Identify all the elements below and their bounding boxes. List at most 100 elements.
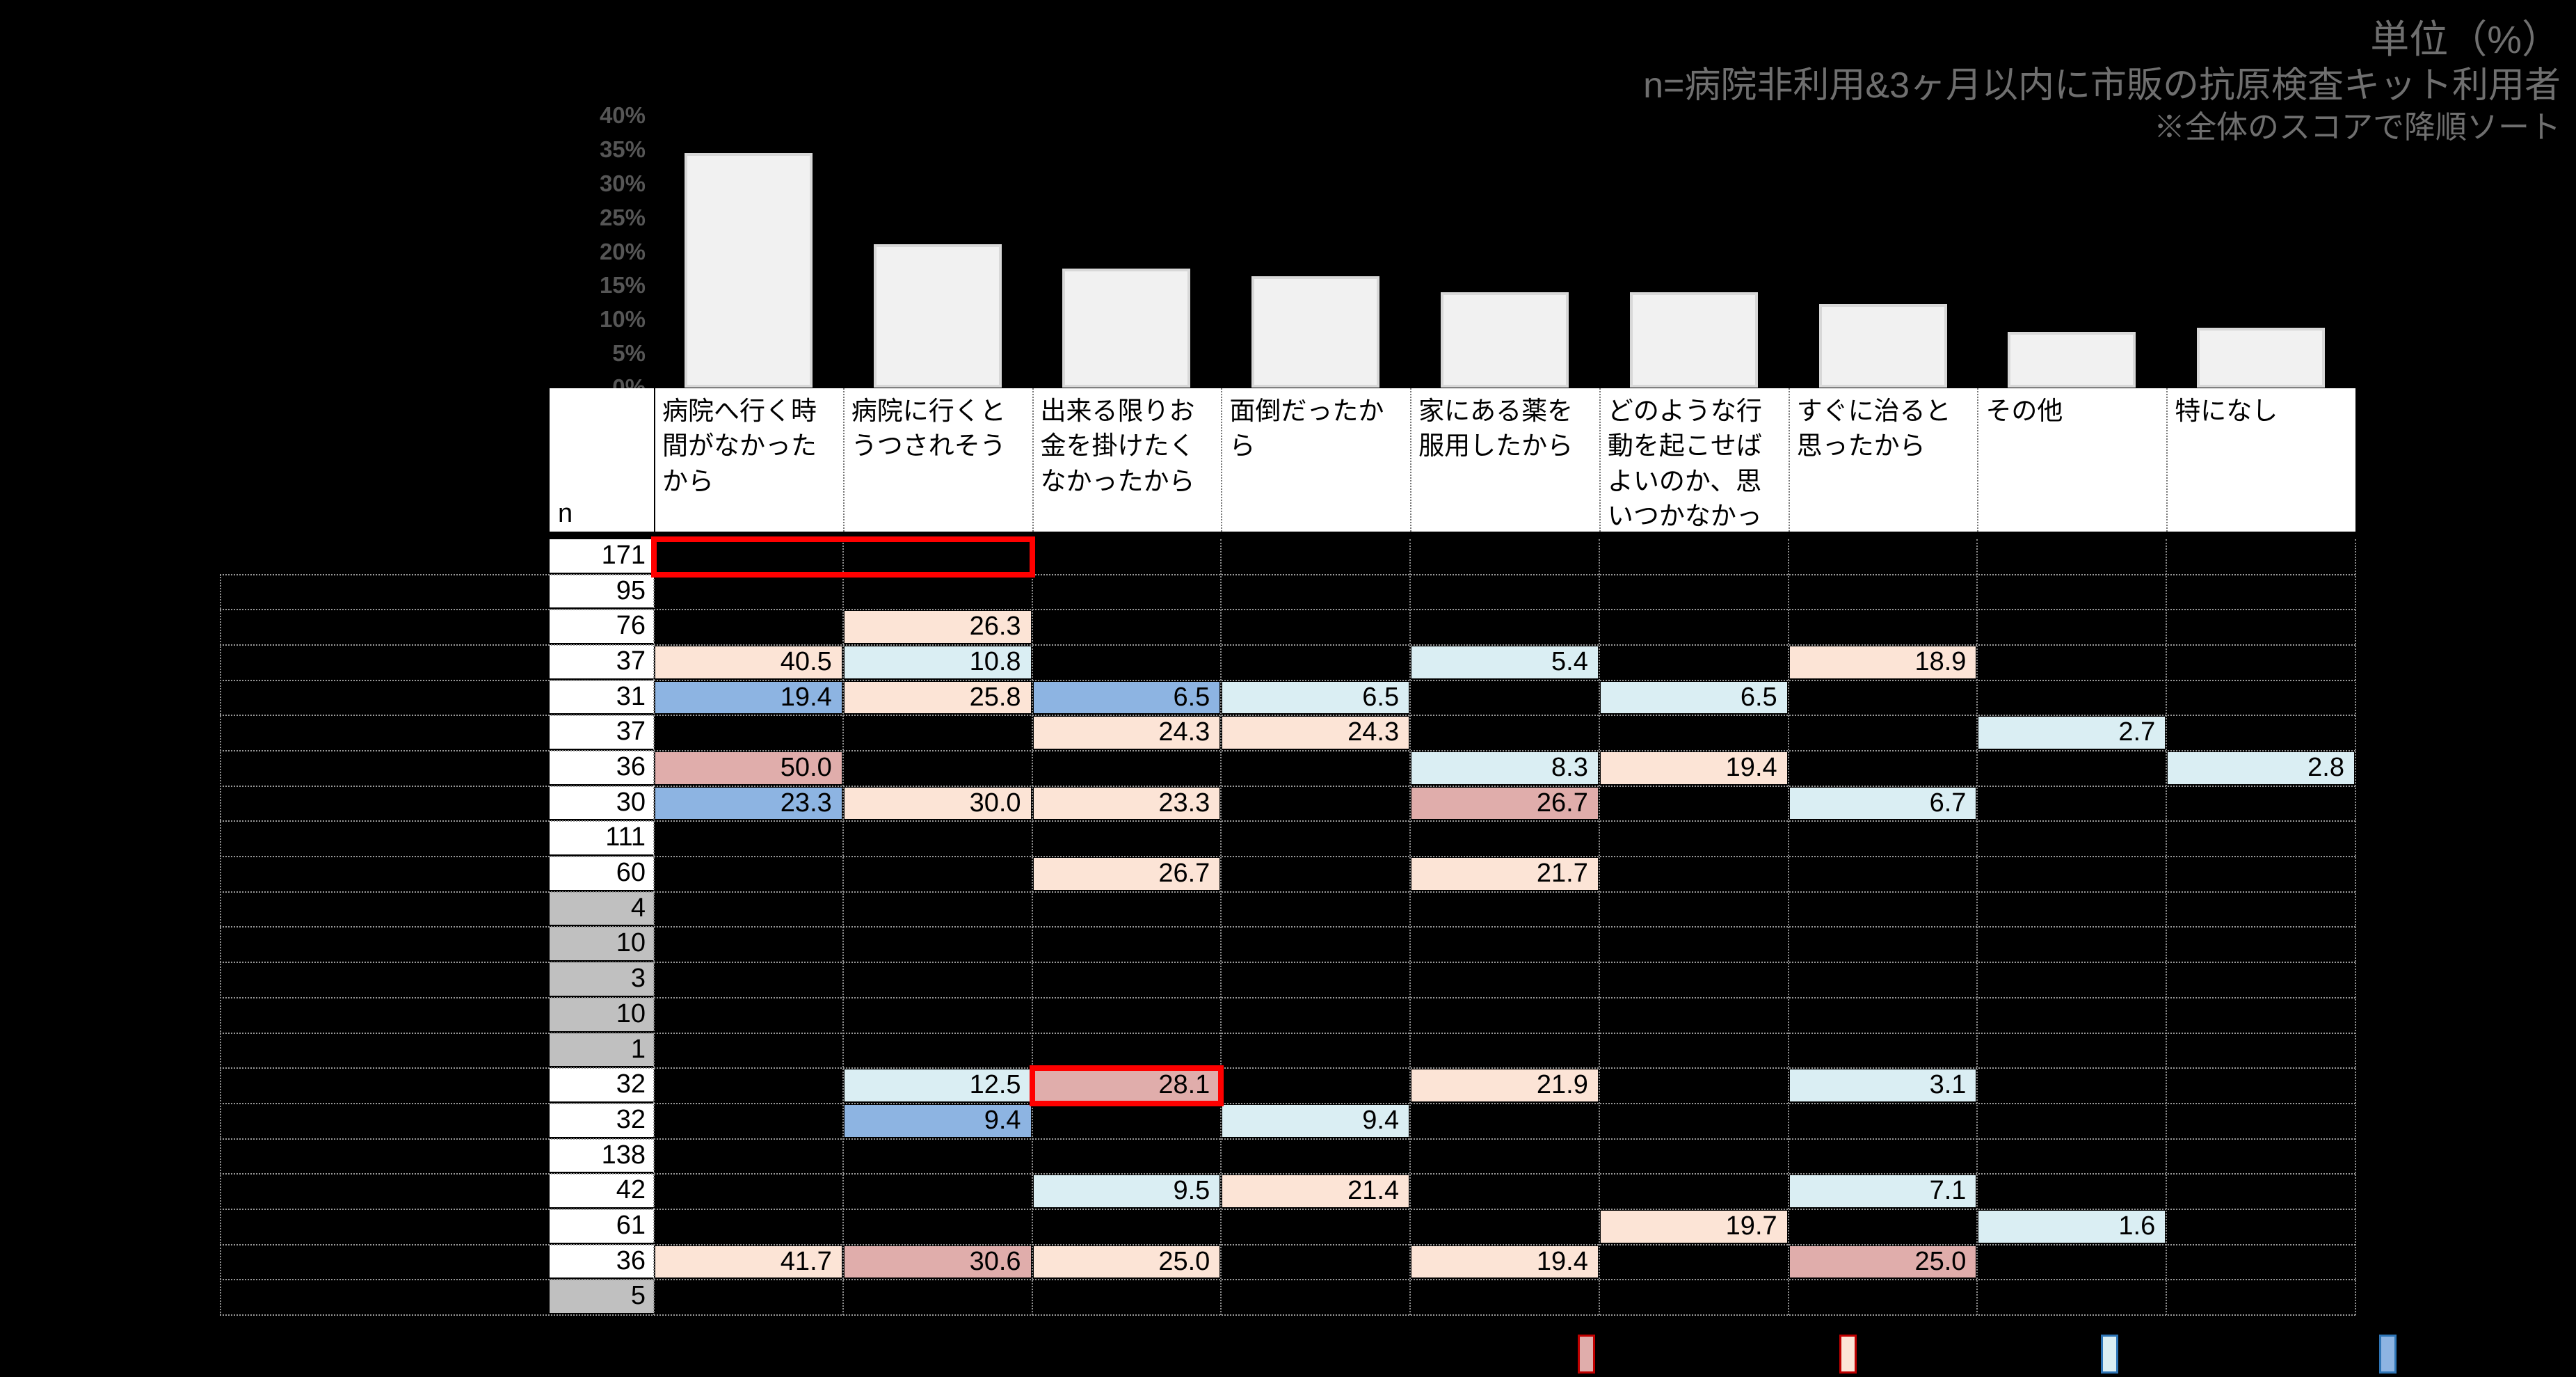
row-gridline [220,1102,2355,1104]
legend-chip-significantly-low-strong [2379,1335,2397,1374]
row-gridline [220,856,2355,858]
row-gridline [220,679,2355,681]
bar [684,152,813,388]
column-header: その他 [1977,388,2167,532]
row-gridline [220,891,2355,893]
y-axis-tick-label: 40% [599,102,646,128]
row-gridline [220,573,2355,575]
n-cell: 60 [550,857,654,892]
row-gridline [220,1173,2355,1175]
n-cell: 42 [550,1174,654,1209]
n-cell: 5 [550,1280,654,1315]
row-gridline [220,996,2355,998]
table-cell: 40.5 [655,646,842,678]
table-cell: 21.7 [1411,858,1598,890]
table-cell: 25.0 [1033,1245,1220,1278]
table-cell: 12.5 [844,1069,1031,1101]
column-header: 出来る限りお金を掛けたくなかったから [1032,388,1222,532]
sort-note: ※全体のスコアで降順ソート [2153,109,2561,145]
bar [1818,303,1947,388]
n-cell: 138 [550,1138,654,1175]
bar [1251,276,1380,388]
table-cell: 21.4 [1222,1175,1409,1207]
table-cell: 19.4 [1411,1245,1598,1278]
table-cell: 5.4 [1411,646,1598,678]
table-cell: 19.4 [655,681,842,714]
row-gridline [220,926,2355,928]
table-cell: 6.5 [1600,681,1787,714]
n-cell: 76 [550,610,654,646]
table-cell: 1.6 [1978,1210,2166,1243]
highlight-red-box [651,536,1035,578]
table-cell: 25.8 [844,681,1031,714]
table-cell: 30.0 [844,787,1031,820]
column-header: 面倒だったから [1221,388,1411,532]
table-cell: 9.4 [1222,1104,1409,1137]
row-gridline [220,1314,2355,1316]
n-cell: 61 [550,1209,654,1245]
n-column-header: n [550,388,654,532]
table-cell: 9.5 [1033,1175,1220,1207]
y-axis-tick-label: 35% [599,136,646,162]
n-cell: 36 [550,751,654,786]
legend-chip-significantly-high-strong [1578,1335,1595,1374]
table-cell: 24.3 [1033,717,1220,749]
table-cell: 30.6 [844,1245,1031,1278]
y-axis-tick-label: 30% [599,170,646,196]
n-cell: 32 [550,1068,654,1104]
n-cell: 10 [550,927,654,963]
table-cell: 6.5 [1033,681,1220,714]
y-axis-tick-label: 25% [599,204,646,230]
table-cell: 24.3 [1222,717,1409,749]
column-header: 病院へ行く時間がなかったから [654,388,843,532]
y-axis-tick-label: 15% [599,272,646,299]
sample-definition: n=病院非利用&3ヶ月以内に市販の抗原検査キット利用者 [1643,65,2561,106]
table-cell: 6.7 [1789,787,1976,820]
n-cell: 95 [550,574,654,610]
column-header: どのような行動を起こせばよいのか、思いつかなかったから [1599,388,1789,532]
highlight-red-box [1029,1065,1224,1106]
table-cell: 2.8 [2168,752,2354,784]
n-cell: 37 [550,715,654,751]
unit-note: 単位（%） [2370,17,2561,61]
column-header: 家にある薬を服用したから [1410,388,1599,532]
table-cell: 21.9 [1411,1069,1598,1101]
table-cell: 18.9 [1789,646,1976,678]
table-cell: 41.7 [655,1245,842,1278]
table-cell: 3.1 [1789,1069,1976,1101]
y-axis-tick-label: 5% [612,340,646,367]
bar [1062,268,1191,388]
row-gridline [220,1138,2355,1140]
n-cell: 10 [550,997,654,1033]
table-cell: 26.7 [1033,858,1220,890]
n-cell: 171 [550,539,654,575]
table-cell: 8.3 [1411,752,1598,784]
n-cell: 31 [550,680,654,716]
table-cell: 6.5 [1222,681,1409,714]
row-gridline [220,609,2355,611]
table-cell: 19.4 [1600,752,1787,784]
row-gridline [220,1067,2355,1069]
legend-chip-significantly-low [2101,1335,2118,1374]
n-cell: 36 [550,1244,654,1280]
table-cell: 7.1 [1789,1175,1976,1207]
n-cell: 4 [550,891,654,928]
y-axis-tick-label: 20% [599,238,646,264]
bar [873,244,1002,388]
row-gridline [220,962,2355,964]
table-cell: 25.0 [1789,1245,1976,1278]
row-gridline [220,1032,2355,1034]
row-label-area-border [220,574,221,1315]
row-gridline [220,1243,2355,1245]
n-cell: 111 [550,821,654,857]
row-gridline [220,1279,2355,1281]
n-cell: 30 [550,786,654,822]
table-cell: 9.4 [844,1104,1031,1137]
row-gridline [220,1208,2355,1210]
column-header: すぐに治ると思ったから [1788,388,1978,532]
table-cell: 2.7 [1978,717,2166,749]
table-cell: 50.0 [655,752,842,784]
table-cell: 23.3 [1033,787,1220,820]
table-cell: 19.7 [1600,1210,1787,1243]
